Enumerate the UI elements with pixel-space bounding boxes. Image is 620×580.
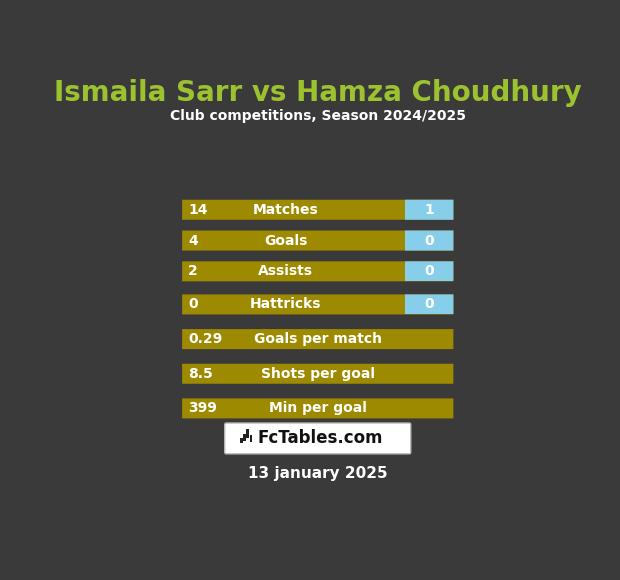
Bar: [243, 434, 246, 441]
Text: 0: 0: [424, 264, 434, 278]
Text: 4: 4: [188, 234, 198, 248]
Text: 8.5: 8.5: [188, 367, 213, 380]
Text: Assists: Assists: [258, 264, 313, 278]
Text: 0: 0: [424, 234, 434, 248]
Bar: [247, 429, 249, 438]
Bar: [249, 436, 252, 441]
FancyBboxPatch shape: [182, 230, 453, 251]
FancyBboxPatch shape: [182, 295, 453, 314]
Text: 2: 2: [188, 264, 198, 278]
Text: Min per goal: Min per goal: [269, 401, 366, 415]
Text: Matches: Matches: [253, 203, 319, 217]
Text: 399: 399: [188, 401, 217, 415]
Text: 0: 0: [424, 298, 434, 311]
Text: Club competitions, Season 2024/2025: Club competitions, Season 2024/2025: [170, 109, 466, 123]
Text: FcTables.com: FcTables.com: [257, 429, 383, 447]
FancyBboxPatch shape: [182, 230, 453, 251]
Text: 13 january 2025: 13 january 2025: [248, 466, 388, 481]
Text: 0: 0: [188, 298, 198, 311]
Text: Ismaila Sarr vs Hamza Choudhury: Ismaila Sarr vs Hamza Choudhury: [54, 79, 582, 107]
Text: Goals per match: Goals per match: [254, 332, 382, 346]
FancyBboxPatch shape: [182, 200, 453, 220]
FancyBboxPatch shape: [182, 200, 453, 220]
FancyBboxPatch shape: [182, 398, 453, 418]
FancyBboxPatch shape: [182, 329, 453, 349]
FancyBboxPatch shape: [182, 364, 453, 384]
FancyBboxPatch shape: [224, 423, 410, 454]
Text: Goals: Goals: [264, 234, 308, 248]
FancyBboxPatch shape: [182, 262, 453, 281]
Text: 1: 1: [424, 203, 434, 217]
FancyBboxPatch shape: [182, 262, 453, 281]
Text: Hattricks: Hattricks: [250, 298, 321, 311]
Text: 0.29: 0.29: [188, 332, 223, 346]
Text: Shots per goal: Shots per goal: [261, 367, 374, 380]
FancyBboxPatch shape: [182, 295, 453, 314]
Bar: [241, 438, 242, 443]
Text: 14: 14: [188, 203, 208, 217]
